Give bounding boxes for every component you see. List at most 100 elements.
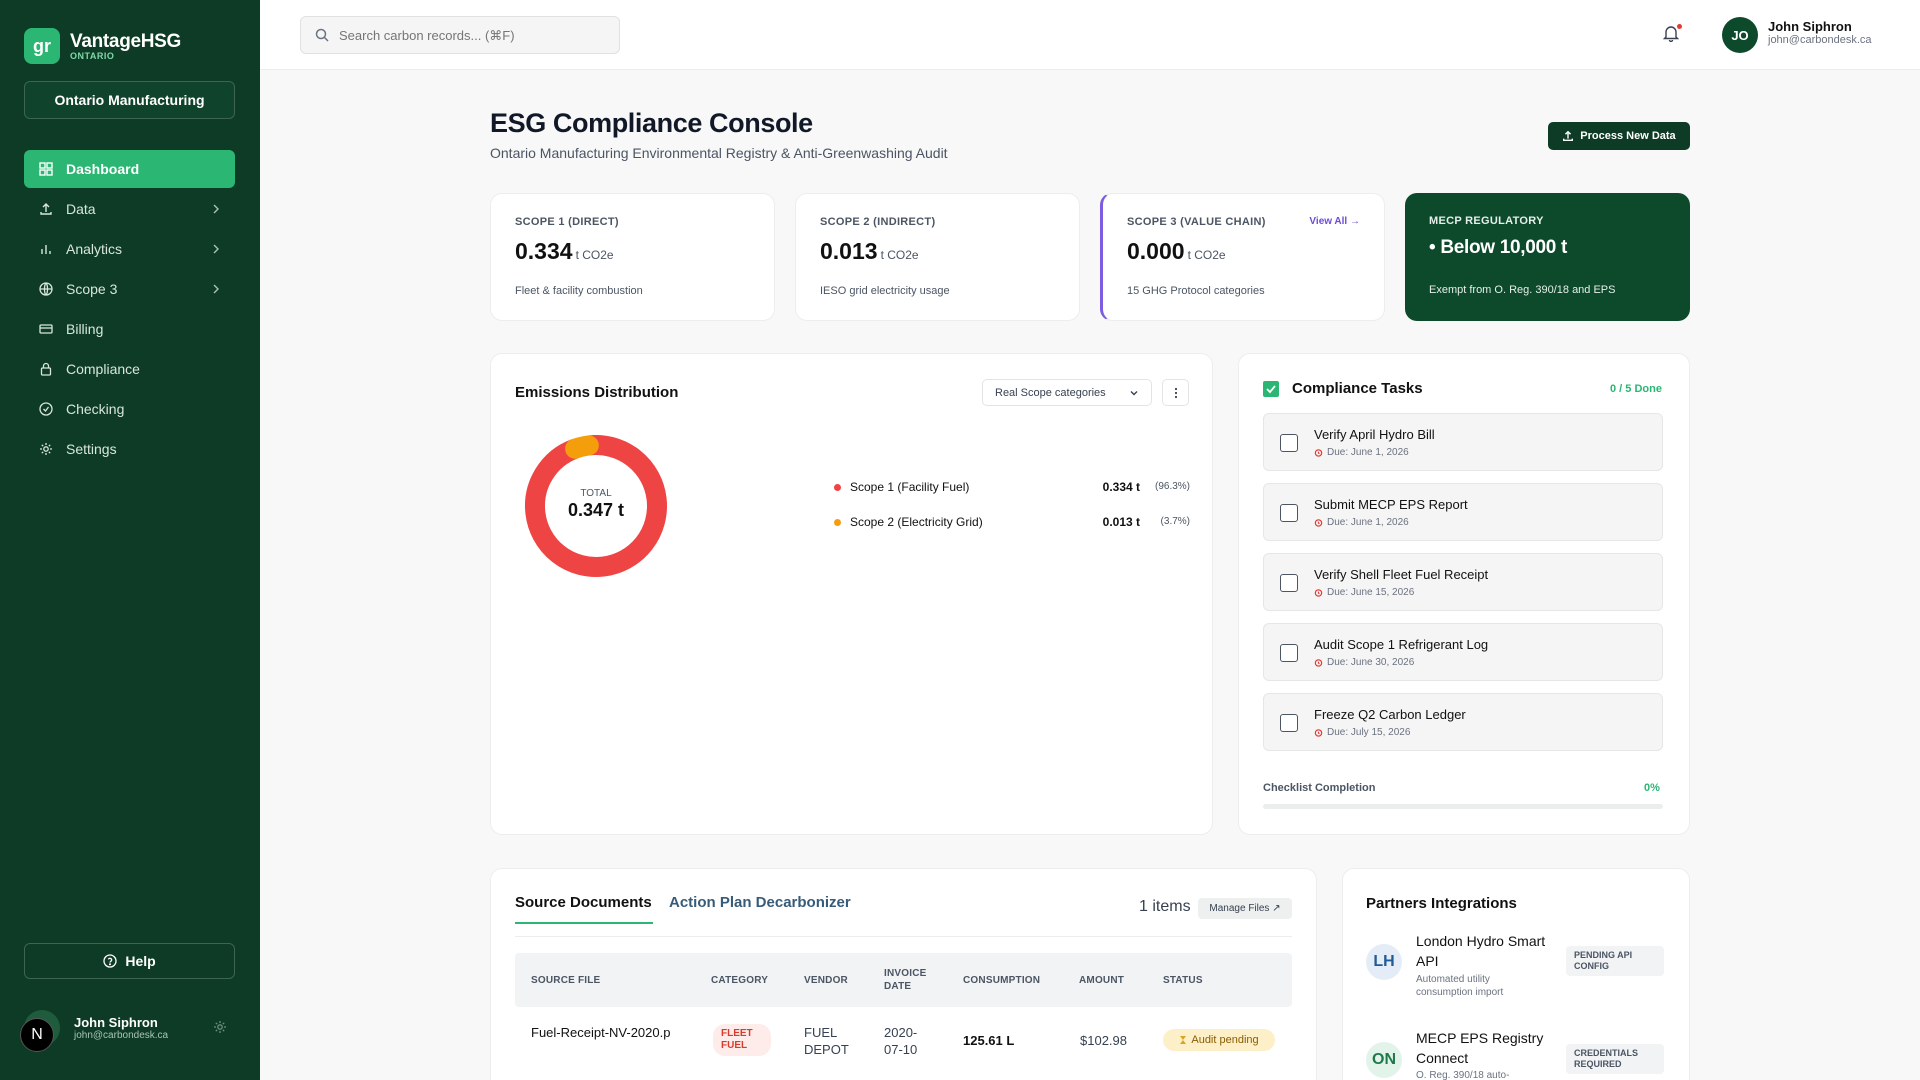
scope-category-dropdown[interactable]: Real Scope categories	[982, 379, 1152, 406]
kebab-icon	[1174, 387, 1177, 398]
sidebar-item-label: Checking	[66, 401, 125, 417]
sidebar-item-label: Compliance	[66, 361, 140, 377]
legend-swatch	[834, 484, 841, 491]
kpi-label: SCOPE 1 (DIRECT)	[515, 216, 619, 228]
alarm-clock-icon	[1314, 519, 1323, 527]
task-item[interactable]: Audit Scope 1 Refrigerant Log Due: June …	[1263, 623, 1663, 681]
kpi-card-scope-1: SCOPE 1 (DIRECT) 0.334 t CO2e Fleet & fac…	[490, 193, 775, 321]
partner-status-badge: CREDENTIALS REQUIRED	[1566, 1044, 1664, 1074]
task-checkbox[interactable]	[1280, 714, 1298, 732]
upload-icon	[38, 201, 54, 217]
task-checkbox[interactable]	[1280, 644, 1298, 662]
items-count: 1 items	[1139, 898, 1191, 915]
category-badge: FLEET FUEL	[713, 1024, 771, 1056]
page-title: ESG Compliance Console	[490, 108, 813, 138]
avatar-badge: N	[20, 1018, 54, 1052]
process-new-data-button[interactable]: Process New Data	[1548, 122, 1690, 150]
donut-slice-2	[525, 435, 667, 577]
header-user[interactable]: John Siphron john@carbondesk.ca	[1768, 19, 1872, 46]
divider	[515, 936, 1292, 937]
help-button[interactable]: Help	[24, 943, 235, 979]
view-all-link[interactable]: View All →	[1309, 216, 1360, 227]
partner-name: MECP EPS Registry Connect	[1416, 1030, 1544, 1066]
sidebar-nav: Dashboard Data Analytics Scope 3 Billing…	[24, 150, 235, 470]
dashboard-icon	[38, 161, 54, 177]
task-item[interactable]: Verify Shell Fleet Fuel Receipt Due: Jun…	[1263, 553, 1663, 611]
checklist-progress-bar	[1263, 804, 1663, 809]
sidebar-user[interactable]: N John Siphron john@carbondesk.ca	[20, 1008, 235, 1052]
cell-vendor-line-2: DEPOT	[804, 1042, 849, 1057]
partners-title: Partners Integrations	[1366, 895, 1517, 912]
tasks-done-count: 0 / 5 Done	[1610, 383, 1662, 395]
gear-icon[interactable]	[213, 1020, 227, 1034]
kpi-card-mecp-regulatory: MECP REGULATORY • Below 10,000 t Exempt …	[1405, 193, 1690, 321]
brand-sub: ONTARIO	[70, 50, 115, 61]
search-bar[interactable]	[300, 16, 620, 54]
sidebar-item-checking[interactable]: Checking	[24, 390, 235, 428]
more-options-button[interactable]	[1162, 379, 1189, 406]
kpi-card-scope-2: SCOPE 2 (INDIRECT) 0.013 t CO2e IESO grid…	[795, 193, 1080, 321]
cell-date-line-2: 07-10	[884, 1042, 918, 1057]
tab-source-documents[interactable]: Source Documents	[515, 894, 652, 911]
sidebar-item-compliance[interactable]: Compliance	[24, 350, 235, 388]
task-checkbox[interactable]	[1280, 504, 1298, 522]
help-label: Help	[125, 953, 156, 969]
task-item[interactable]: Submit MECP EPS Report Due: June 1, 2026	[1263, 483, 1663, 541]
sidebar-item-settings[interactable]: Settings	[24, 430, 235, 468]
chevron-right-icon	[213, 204, 219, 214]
sidebar-item-billing[interactable]: Billing	[24, 310, 235, 348]
top-header: JO John Siphron john@carbondesk.ca	[260, 0, 1920, 70]
check-circle-icon	[38, 401, 54, 417]
mecp-desc: Exempt from O. Reg. 390/18 and EPS	[1429, 284, 1616, 296]
emissions-title: Emissions Distribution	[515, 384, 679, 401]
notification-dot	[1677, 24, 1682, 29]
avatar: N	[20, 1010, 60, 1052]
sidebar-item-analytics[interactable]: Analytics	[24, 230, 235, 268]
sidebar-item-label: Billing	[66, 321, 104, 337]
organization-switcher[interactable]: Ontario Manufacturing	[24, 81, 235, 119]
manage-files-button[interactable]: Manage Files ↗	[1198, 898, 1292, 919]
search-input[interactable]	[339, 27, 599, 43]
sidebar-item-label: Scope 3	[66, 281, 118, 297]
alarm-clock-icon	[1314, 449, 1323, 457]
help-icon	[103, 954, 117, 968]
legend-item-scope-1: Scope 1 (Facility Fuel) 0.334 t (96.3%)	[830, 478, 1190, 498]
kpi-desc: Fleet & facility combustion	[515, 285, 643, 297]
chevron-right-icon	[213, 284, 219, 294]
partner-logo: ON	[1366, 1042, 1402, 1078]
sidebar-item-label: Settings	[66, 441, 117, 457]
sidebar-item-label: Analytics	[66, 241, 123, 257]
cell-vendor-line-1: FUEL	[804, 1025, 838, 1040]
credit-card-icon	[38, 321, 54, 337]
partner-name: London Hydro Smart API	[1416, 933, 1546, 969]
checklist-completion-label: Checklist Completion	[1263, 782, 1376, 794]
sidebar-item-data[interactable]: Data	[24, 190, 235, 228]
tab-action-plan-decarbonizer[interactable]: Action Plan Decarbonizer	[669, 894, 851, 911]
checklist-completion-percent: 0%	[1644, 782, 1660, 794]
sidebar-item-scope-3[interactable]: Scope 3	[24, 270, 235, 308]
avatar[interactable]: JO	[1722, 17, 1758, 53]
kpi-value: 0.334 t CO2e	[515, 238, 614, 264]
chevron-down-icon	[1130, 390, 1138, 395]
donut-total-value: 0.347 t	[567, 500, 625, 520]
task-item[interactable]: Freeze Q2 Carbon Ledger Due: July 15, 20…	[1263, 693, 1663, 751]
task-checkbox[interactable]	[1280, 434, 1298, 452]
alarm-clock-icon	[1314, 729, 1323, 737]
notifications-button[interactable]	[1662, 24, 1682, 44]
cell-amount: $102.98	[1080, 1033, 1127, 1048]
globe-icon	[38, 281, 54, 297]
kpi-card-scope-3: SCOPE 3 (VALUE CHAIN) View All → 0.000 t …	[1100, 193, 1385, 321]
bar-chart-icon	[38, 241, 54, 257]
cell-source-file[interactable]: Fuel-Receipt-NV-2020.p	[531, 1025, 671, 1040]
task-item[interactable]: Verify April Hydro Bill Due: June 1, 202…	[1263, 413, 1663, 471]
kpi-label: SCOPE 2 (INDIRECT)	[820, 216, 936, 228]
dropdown-value: Real Scope categories	[995, 386, 1106, 399]
kpi-desc: 15 GHG Protocol categories	[1127, 285, 1265, 297]
compliance-tasks-title: Compliance Tasks	[1292, 380, 1423, 397]
brand[interactable]: gr VantageHSG ONTARIO	[24, 28, 181, 64]
task-checkbox[interactable]	[1280, 574, 1298, 592]
alarm-clock-icon	[1314, 589, 1323, 597]
cell-consumption: 125.61 L	[963, 1033, 1015, 1048]
bell-icon	[1662, 26, 1680, 43]
sidebar-item-dashboard[interactable]: Dashboard	[24, 150, 235, 188]
